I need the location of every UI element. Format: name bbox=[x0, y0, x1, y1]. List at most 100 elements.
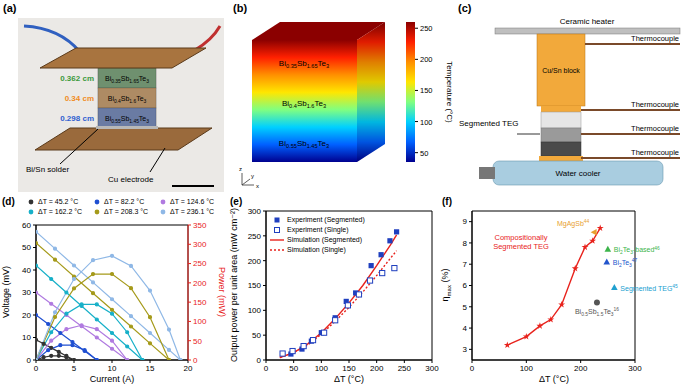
html-text:ΔT = 208.3 °C: ΔT = 208.3 °C bbox=[104, 208, 149, 215]
svg-text:y: y bbox=[251, 173, 254, 179]
svg-text:3: 3 bbox=[463, 345, 468, 354]
svg-text:Thermocouple: Thermocouple bbox=[631, 148, 679, 157]
svg-text:0: 0 bbox=[470, 364, 475, 373]
html-text:ΔT = 45.2 °C: ΔT = 45.2 °C bbox=[38, 198, 79, 205]
svg-text:250: 250 bbox=[248, 232, 262, 241]
svg-text:100: 100 bbox=[193, 317, 207, 326]
svg-text:300: 300 bbox=[193, 240, 207, 249]
svg-text:50: 50 bbox=[289, 364, 298, 373]
svg-text:150: 150 bbox=[248, 281, 262, 290]
svg-text:Cu/Sn block: Cu/Sn block bbox=[542, 67, 580, 74]
svg-text:50: 50 bbox=[420, 149, 428, 158]
html-text:ΔT = 82.2 °C: ΔT = 82.2 °C bbox=[104, 198, 145, 205]
svg-text:300: 300 bbox=[248, 207, 262, 216]
svg-text:60: 60 bbox=[22, 221, 31, 230]
html-text:Current (A): Current (A) bbox=[89, 374, 135, 384]
svg-text:350: 350 bbox=[193, 221, 207, 230]
svg-text:200: 200 bbox=[370, 364, 384, 373]
svg-text:0: 0 bbox=[27, 356, 32, 365]
html-text:ΔT (°C): ΔT (°C) bbox=[539, 374, 569, 384]
svg-text:300: 300 bbox=[425, 364, 439, 373]
svg-text:Segmented TEG45: Segmented TEG45 bbox=[620, 284, 678, 293]
svg-text:(c): (c) bbox=[458, 2, 472, 14]
html-text:Simulation (Segmented): Simulation (Segmented) bbox=[287, 236, 363, 243]
svg-text:Water cooler: Water cooler bbox=[555, 169, 600, 178]
html-text:ΔT = 162.2 °C: ΔT = 162.2 °C bbox=[38, 208, 83, 215]
html-text:Output power per unit area (mW: Output power per unit area (mW cm⁻²) bbox=[229, 208, 239, 362]
svg-text:9: 9 bbox=[463, 217, 468, 226]
svg-text:0.34 cm: 0.34 cm bbox=[65, 94, 94, 103]
svg-text:z: z bbox=[239, 166, 242, 172]
svg-text:4: 4 bbox=[463, 324, 468, 333]
svg-text:0: 0 bbox=[257, 356, 262, 365]
svg-text:Ceramic heater: Ceramic heater bbox=[560, 17, 615, 26]
html-text:ΔT = 236.1 °C: ΔT = 236.1 °C bbox=[170, 208, 215, 215]
svg-text:6: 6 bbox=[463, 281, 468, 290]
svg-text:50: 50 bbox=[252, 331, 261, 340]
html-text:(e): (e) bbox=[230, 196, 243, 207]
svg-text:Cu electrode: Cu electrode bbox=[108, 175, 154, 184]
svg-text:150: 150 bbox=[342, 364, 356, 373]
svg-text:Bi2Te347: Bi2Te347 bbox=[613, 258, 638, 268]
svg-text:0: 0 bbox=[264, 364, 269, 373]
svg-text:Thermocouple: Thermocouple bbox=[631, 100, 679, 109]
svg-text:200: 200 bbox=[574, 364, 588, 373]
html-text:ΔT = 124.6 °C: ΔT = 124.6 °C bbox=[170, 198, 215, 205]
svg-text:20: 20 bbox=[184, 364, 193, 373]
svg-text:50: 50 bbox=[22, 243, 31, 252]
svg-text:200: 200 bbox=[193, 279, 207, 288]
svg-text:x: x bbox=[256, 183, 259, 189]
html-text:Compositionally Segmented TEG: Compositionally Segmented TEG bbox=[493, 233, 549, 251]
svg-text:20: 20 bbox=[22, 311, 31, 320]
svg-text:MgAgSb44: MgAgSb44 bbox=[557, 219, 590, 228]
svg-text:15: 15 bbox=[146, 364, 155, 373]
svg-text:Bi2Te3-based46: Bi2Te3-based46 bbox=[614, 246, 660, 256]
svg-text:100: 100 bbox=[520, 364, 534, 373]
html-text:ΔT (°C): ΔT (°C) bbox=[334, 374, 364, 384]
svg-text:200: 200 bbox=[248, 257, 262, 266]
html-text:Voltage (mV): Voltage (mV) bbox=[1, 266, 11, 318]
svg-text:(b): (b) bbox=[233, 2, 247, 14]
svg-text:Temperature (°C): Temperature (°C) bbox=[445, 61, 454, 123]
html-text:Experiment (Segmented): Experiment (Segmented) bbox=[287, 216, 365, 223]
svg-text:Bi0.5Sb1.5Te316: Bi0.5Sb1.5Te316 bbox=[575, 307, 619, 317]
svg-text:8: 8 bbox=[463, 239, 468, 248]
svg-text:300: 300 bbox=[628, 364, 642, 373]
svg-text:250: 250 bbox=[193, 259, 207, 268]
svg-text:0: 0 bbox=[34, 364, 39, 373]
svg-text:250: 250 bbox=[398, 364, 412, 373]
svg-text:10: 10 bbox=[22, 333, 31, 342]
svg-text:Thermocouple: Thermocouple bbox=[631, 124, 679, 133]
svg-text:250: 250 bbox=[420, 24, 433, 33]
svg-text:150: 150 bbox=[193, 298, 207, 307]
svg-text:5: 5 bbox=[463, 303, 468, 312]
svg-text:100: 100 bbox=[420, 118, 433, 127]
svg-text:Bi0.4Sb1.6Te3: Bi0.4Sb1.6Te3 bbox=[282, 99, 326, 109]
svg-text:Bi0.4Sb1.6Te3: Bi0.4Sb1.6Te3 bbox=[108, 95, 147, 104]
svg-text:100: 100 bbox=[315, 364, 329, 373]
svg-text:150: 150 bbox=[420, 86, 433, 95]
svg-text:Bi0.35Sb1.65Te3: Bi0.35Sb1.65Te3 bbox=[279, 59, 329, 69]
svg-text:0.362 cm: 0.362 cm bbox=[60, 74, 94, 83]
html-text:Experiment (Single): Experiment (Single) bbox=[287, 226, 349, 233]
svg-text:5: 5 bbox=[72, 364, 77, 373]
svg-text:Segmented TEG: Segmented TEG bbox=[459, 119, 518, 128]
svg-text:7: 7 bbox=[463, 260, 468, 269]
html-text:(d): (d) bbox=[2, 196, 15, 207]
svg-text:10: 10 bbox=[108, 364, 117, 373]
svg-text:Bi/Sn solder: Bi/Sn solder bbox=[26, 165, 69, 174]
svg-text:Bi0.35Sb1.65Te3: Bi0.35Sb1.65Te3 bbox=[105, 75, 149, 84]
svg-text:Thermocouple: Thermocouple bbox=[631, 34, 679, 43]
svg-text:30: 30 bbox=[22, 288, 31, 297]
html-text:Power (mW): Power (mW) bbox=[217, 267, 227, 317]
svg-text:40: 40 bbox=[22, 266, 31, 275]
svg-text:Bi0.55Sb1.45Te3: Bi0.55Sb1.45Te3 bbox=[279, 139, 329, 149]
svg-text:Bi0.55Sb1.45Te3: Bi0.55Sb1.45Te3 bbox=[105, 115, 149, 124]
html-text:(f): (f) bbox=[442, 196, 452, 207]
svg-text:200: 200 bbox=[420, 55, 433, 64]
svg-text:50: 50 bbox=[193, 337, 202, 346]
svg-text:0.298 cm: 0.298 cm bbox=[60, 114, 94, 123]
svg-text:0: 0 bbox=[193, 356, 198, 365]
svg-text:100: 100 bbox=[248, 306, 262, 315]
svg-text:(a): (a) bbox=[3, 2, 17, 14]
